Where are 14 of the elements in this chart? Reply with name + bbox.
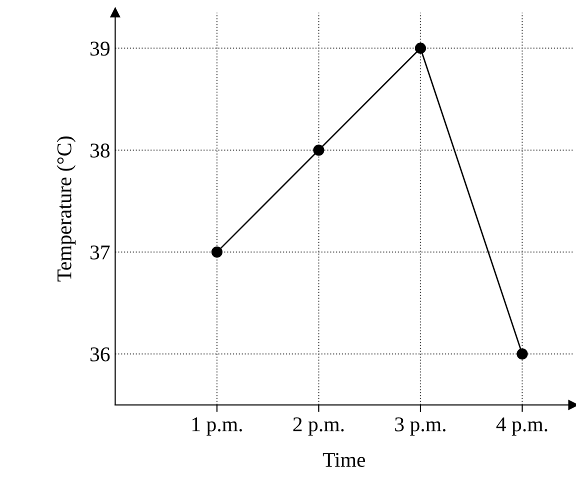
x-axis-title: Time <box>322 452 366 467</box>
point <box>516 348 528 360</box>
x-tick-label: 1 p.m. <box>192 417 242 436</box>
y-axis-title: Temperature (°C) <box>56 136 76 282</box>
y-tick-label: 36 <box>90 347 110 362</box>
point <box>414 42 426 54</box>
y-tick-label: 38 <box>90 144 110 158</box>
y-tick-label: 37 <box>90 245 110 260</box>
x-tick-label: 2 p.m. <box>293 417 344 436</box>
point <box>313 144 324 156</box>
x-tick-label: 4 p.m. <box>496 417 548 436</box>
y-tick-label: 39 <box>90 42 110 56</box>
x-tick-label: 3 p.m. <box>395 417 446 436</box>
point <box>211 246 223 258</box>
